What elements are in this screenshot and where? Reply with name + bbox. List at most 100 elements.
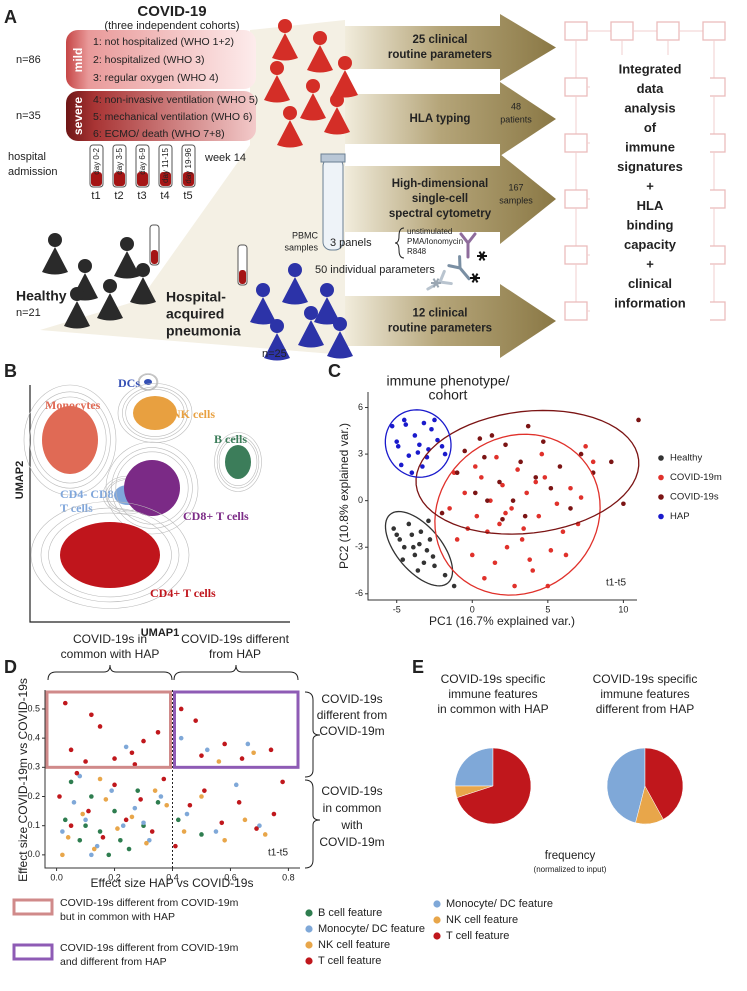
data-point [621, 501, 626, 507]
panels-label: 3 panels [330, 237, 372, 249]
y-tick-label: -6 [355, 588, 363, 598]
y-tick-label: 0.2 [27, 791, 40, 801]
data-point [112, 782, 117, 788]
timepoint-label: t1 [91, 190, 100, 202]
chart-title: cohort [429, 387, 468, 403]
admission-label: admission [8, 166, 58, 178]
integrated-label: clinical [628, 276, 672, 291]
data-point [141, 820, 146, 826]
data-point [103, 797, 109, 802]
data-point [525, 423, 531, 429]
legend-marker [305, 957, 313, 965]
data-point [590, 459, 596, 465]
data-point [568, 485, 573, 491]
data-point [500, 516, 505, 522]
annotation: t1-t5 [268, 848, 288, 859]
data-point [500, 482, 505, 488]
data-point [429, 426, 434, 432]
y-tick-label: 0.0 [27, 849, 40, 859]
panel-label: B [4, 361, 17, 381]
data-point [489, 433, 495, 438]
data-point [521, 526, 526, 531]
data-point [426, 518, 431, 524]
data-point [57, 794, 62, 799]
patients-label: 48 [511, 101, 521, 111]
group-label: different from [317, 708, 387, 722]
cluster-label: CD4+ T cells [150, 586, 216, 600]
data-point [417, 541, 422, 547]
legend-marker [305, 941, 313, 949]
data-point [135, 788, 141, 793]
data-point [245, 741, 251, 747]
data-point [89, 712, 94, 718]
arrow-label: 12 clinical [413, 308, 468, 320]
data-point [262, 832, 268, 837]
samples-label: samples [499, 195, 533, 205]
data-point [389, 423, 395, 429]
network-node [564, 77, 588, 97]
data-point [412, 552, 418, 558]
legend-label: Healthy [670, 453, 702, 464]
data-point [91, 846, 97, 852]
integrated-label: of [644, 120, 657, 135]
person-icon [97, 279, 123, 321]
integrated-box [590, 55, 710, 340]
caption: frequency [545, 850, 596, 862]
data-point [417, 442, 422, 448]
data-point [418, 529, 424, 535]
x-tick-label: 0.8 [282, 872, 295, 882]
group-label: from HAP [209, 647, 261, 661]
data-point [563, 552, 569, 558]
data-point [123, 744, 129, 750]
cluster-label: B cells [214, 432, 247, 446]
group-label: COVID-19s in [73, 632, 147, 646]
brace [394, 227, 405, 259]
cluster-label: Monocytes [45, 398, 101, 412]
data-point [60, 852, 65, 858]
pie-title: in common with HAP [437, 702, 548, 716]
legend-marker [305, 925, 313, 933]
data-point [533, 475, 539, 480]
density-contour [29, 391, 111, 489]
data-point [129, 814, 135, 820]
data-point [257, 823, 262, 828]
data-point [77, 837, 83, 843]
data-point [184, 811, 190, 817]
data-point [80, 811, 85, 817]
data-point [164, 802, 170, 808]
data-point [175, 817, 181, 823]
y-tick-label: -3 [355, 542, 363, 552]
arrow-label: routine parameters [388, 49, 492, 61]
timepoint-label: t2 [114, 190, 123, 202]
data-point [68, 747, 74, 753]
network-node [656, 21, 680, 41]
data-point [394, 532, 400, 538]
density-contour [40, 507, 180, 603]
y-axis-label: UMAP2 [14, 461, 26, 500]
data-point [530, 568, 536, 573]
data-point [178, 706, 184, 712]
severe-label: severe [71, 97, 85, 135]
data-point [187, 802, 193, 808]
data-point [447, 506, 452, 511]
panel-label: A [4, 7, 17, 27]
n-label: n=25 [262, 348, 287, 360]
data-point [254, 826, 259, 831]
network-node [610, 21, 634, 41]
caption: (normalized to input) [534, 865, 607, 874]
data-point [636, 417, 641, 423]
data-point [421, 560, 427, 566]
data-point [71, 800, 77, 805]
legend-label: HAP [670, 511, 690, 522]
data-point [268, 747, 274, 753]
data-point [427, 537, 433, 542]
data-point [442, 451, 448, 457]
data-point [485, 498, 490, 503]
data-point [89, 852, 94, 858]
legend-marker [658, 494, 664, 500]
n-label: n=21 [16, 307, 41, 319]
data-point [83, 759, 88, 764]
data-point [77, 773, 83, 779]
data-point [403, 422, 409, 427]
